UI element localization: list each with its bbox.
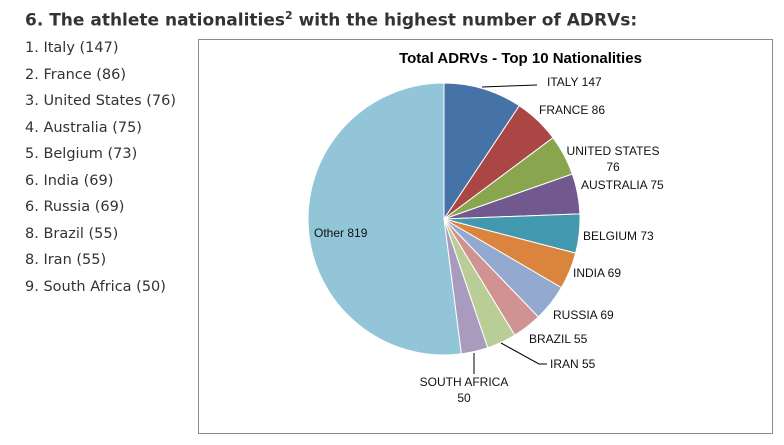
heading-text: 6. The athlete nationalities	[25, 10, 286, 31]
label-other: Other 819	[314, 226, 368, 240]
label-france: FRANCE 86	[539, 103, 606, 117]
heading-tail: with the highest number of ADRVs:	[292, 10, 638, 31]
section-heading: 6. The athlete nationalities2 with the h…	[25, 9, 637, 31]
list-item: 6. Russia (69)	[25, 199, 125, 215]
pie-chart: Total ADRVs - Top 10 Nationalities ITALY…	[198, 39, 773, 434]
list-item: 6. India (69)	[25, 172, 114, 189]
list-item: 8. Iran (55)	[25, 252, 107, 268]
pie-slice-other	[307, 82, 462, 356]
list-item: 5. Belgium (73)	[25, 146, 138, 162]
list-item: 4. Australia (75)	[25, 119, 142, 136]
chart-title: Total ADRVs - Top 10 Nationalities	[399, 50, 642, 67]
leader-line-iran	[500, 342, 547, 365]
list-item: 8. Brazil (55)	[25, 225, 119, 242]
label-italy: ITALY 147	[547, 75, 602, 89]
list-item: 9. South Africa (50)	[25, 278, 166, 295]
label-iran: IRAN 55	[550, 357, 596, 371]
footnote-ref: 2	[285, 9, 293, 22]
leader-line-italy	[481, 84, 538, 88]
label-south-africa: SOUTH AFRICA 50	[419, 375, 509, 405]
label-united-states: UNITED STATES 76	[566, 144, 660, 174]
pie-slice-italy	[443, 82, 520, 221]
label-belgium: BELGIUM 73	[583, 229, 654, 243]
list-item: 1. Italy (147)	[25, 40, 119, 56]
label-russia: RUSSIA 69	[553, 308, 614, 322]
label-india: INDIA 69	[573, 266, 622, 280]
nationality-list: 1. Italy (147) 2. France (86) 3. United …	[25, 38, 176, 303]
label-australia: AUSTRALIA 75	[581, 178, 664, 192]
pie-svg	[307, 82, 581, 374]
list-item: 3. United States (76)	[25, 93, 177, 109]
list-item: 2. France (86)	[25, 66, 127, 83]
label-brazil: BRAZIL 55	[529, 332, 588, 346]
